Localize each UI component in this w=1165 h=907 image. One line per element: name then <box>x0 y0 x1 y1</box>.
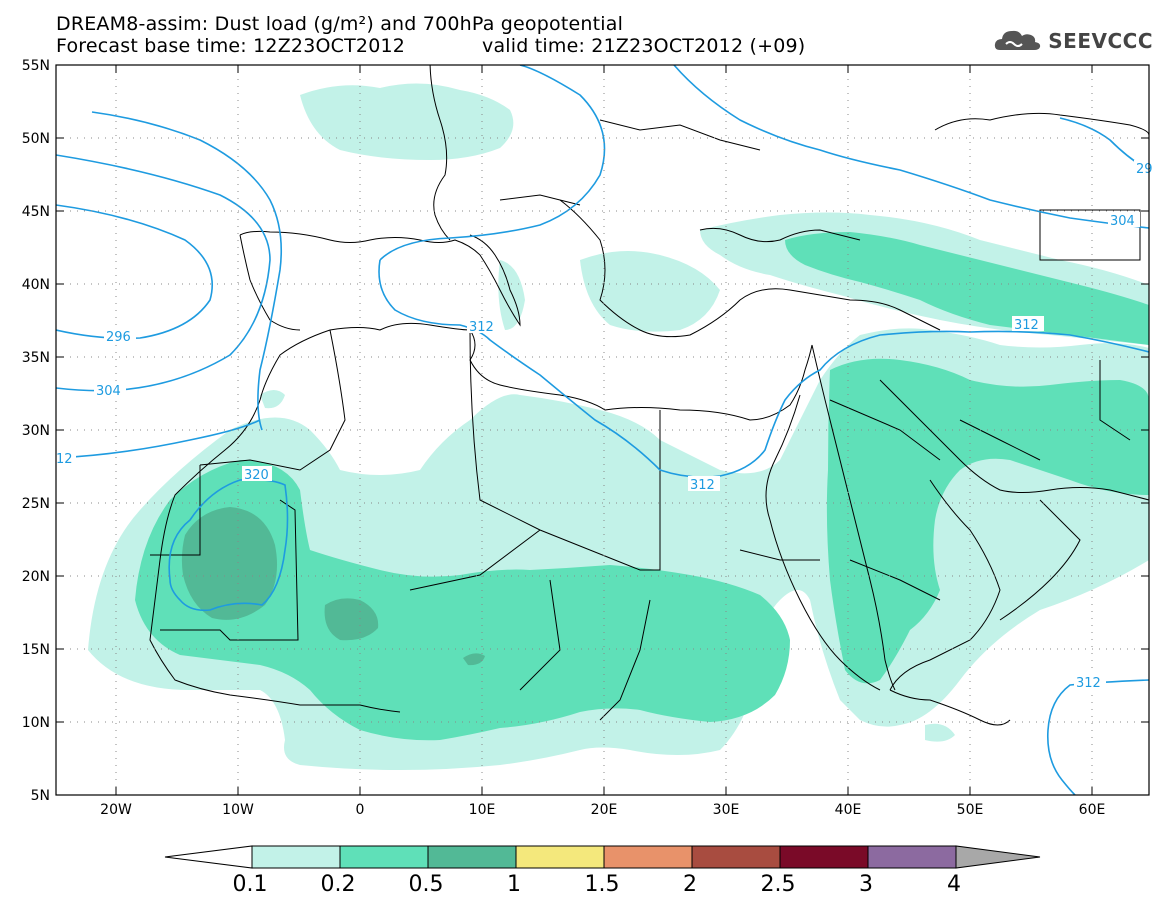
colorbar-swatch <box>251 845 341 869</box>
contour-label: 296 <box>106 330 131 345</box>
dust-level-0.5 <box>181 507 485 666</box>
lon-label: 30E <box>713 802 740 818</box>
map-area <box>56 65 1149 795</box>
colorbar-label: 2 <box>683 872 697 897</box>
lon-label: 10W <box>222 802 254 818</box>
contour-label: 12 <box>56 452 73 467</box>
seevccc-logo: SEEVCCC <box>992 26 1153 56</box>
contour-label: 312 <box>690 478 715 493</box>
lat-label: 35N <box>22 350 50 366</box>
contour-label: 29 <box>1136 162 1153 177</box>
contour-label: 312 <box>1076 676 1101 691</box>
graticule <box>56 65 1149 795</box>
lat-label: 55N <box>22 58 50 74</box>
contour-label: 312 <box>469 320 494 335</box>
colorbar-right-triangle <box>955 845 1041 869</box>
lat-label: 20N <box>22 569 50 585</box>
lat-label: 40N <box>22 277 50 293</box>
lon-label: 40E <box>835 802 862 818</box>
colorbar: 0.1 0.2 0.5 1 1.5 2 2.5 3 4 <box>164 845 1041 897</box>
colorbar-left-triangle <box>164 845 253 869</box>
colorbar-swatch <box>779 845 869 869</box>
colorbar-label: 0.5 <box>409 872 444 897</box>
contour-labels: 296 304 12 320 312 312 312 312 304 29 <box>56 160 1153 691</box>
contour-label: 320 <box>244 468 269 483</box>
lat-label: 15N <box>22 642 50 658</box>
colorbar-label: 0.2 <box>321 872 356 897</box>
latitude-labels: 55N 50N 45N 40N 35N 30N 25N 20N 15N 10N … <box>22 58 50 804</box>
colorbar-label: 3 <box>859 872 873 897</box>
colorbar-label: 4 <box>947 872 961 897</box>
lon-label: 0 <box>356 802 365 818</box>
contour-label: 304 <box>1110 214 1135 229</box>
colorbar-label: 1.5 <box>585 872 620 897</box>
colorbar-swatch <box>603 845 693 869</box>
lat-label: 25N <box>22 496 50 512</box>
colorbar-label: 0.1 <box>233 872 268 897</box>
lon-label: 20W <box>100 802 132 818</box>
lat-label: 30N <box>22 423 50 439</box>
dust-level-0.2 <box>135 232 1149 741</box>
contour-label: 312 <box>1014 318 1039 333</box>
colorbar-label: 1 <box>507 872 521 897</box>
colorbar-swatch <box>691 845 781 869</box>
colorbar-swatch <box>867 845 957 869</box>
colorbar-swatch <box>427 845 517 869</box>
colorbar-label: 2.5 <box>761 872 796 897</box>
longitude-labels: 20W 10W 0 10E 20E 30E 40E 50E 60E <box>100 802 1105 818</box>
colorbar-swatch <box>515 845 605 869</box>
lat-label: 45N <box>22 204 50 220</box>
lat-label: 10N <box>22 715 50 731</box>
lon-label: 10E <box>469 802 496 818</box>
forecast-base-time: Forecast base time: 12Z23OCT2012 <box>56 35 406 57</box>
contour-label: 304 <box>96 384 121 399</box>
lon-label: 20E <box>591 802 618 818</box>
colorbar-swatch <box>339 845 429 869</box>
lon-label: 50E <box>957 802 984 818</box>
map-title: DREAM8-assim: Dust load (g/m²) and 700hP… <box>56 13 624 35</box>
lat-label: 50N <box>22 131 50 147</box>
lat-label: 5N <box>31 788 50 804</box>
cloud-icon <box>995 30 1041 50</box>
axis-ticks <box>56 65 1149 795</box>
valid-time: valid time: 21Z23OCT2012 (+09) <box>482 35 806 57</box>
coastlines <box>149 65 1149 726</box>
lon-label: 60E <box>1079 802 1106 818</box>
logo-text: SEEVCCC <box>1048 29 1153 53</box>
